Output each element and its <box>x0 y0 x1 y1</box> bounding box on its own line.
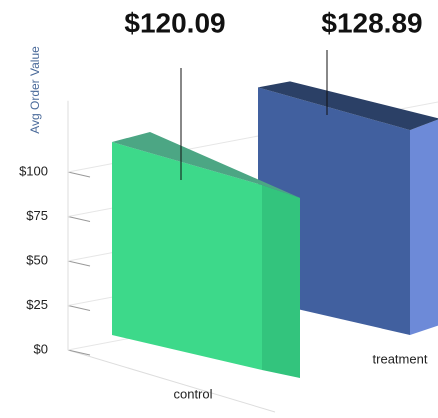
value-label: $120.09 <box>124 7 225 38</box>
tick-mark <box>67 216 91 222</box>
x-tick-label: treatment <box>373 351 428 366</box>
y-tick-label: $50 <box>26 252 48 267</box>
y-axis-title: Avg Order Value <box>28 46 42 134</box>
value-label: $128.89 <box>321 7 422 38</box>
y-tick-label: $0 <box>34 341 48 356</box>
bar-top <box>258 81 438 131</box>
bar-top <box>112 132 300 198</box>
floor-line <box>67 349 276 413</box>
y-tick-label: $25 <box>26 297 48 312</box>
tick-mark <box>67 349 91 356</box>
bar-side <box>262 185 300 378</box>
y-tick-label: $100 <box>19 163 48 178</box>
tick-mark <box>67 260 91 267</box>
bar-side <box>410 119 438 335</box>
bar-front <box>112 142 262 370</box>
tick-mark <box>67 171 91 178</box>
x-tick-label: control <box>173 386 212 401</box>
tick-mark <box>67 305 91 311</box>
y-tick-label: $75 <box>26 208 48 223</box>
